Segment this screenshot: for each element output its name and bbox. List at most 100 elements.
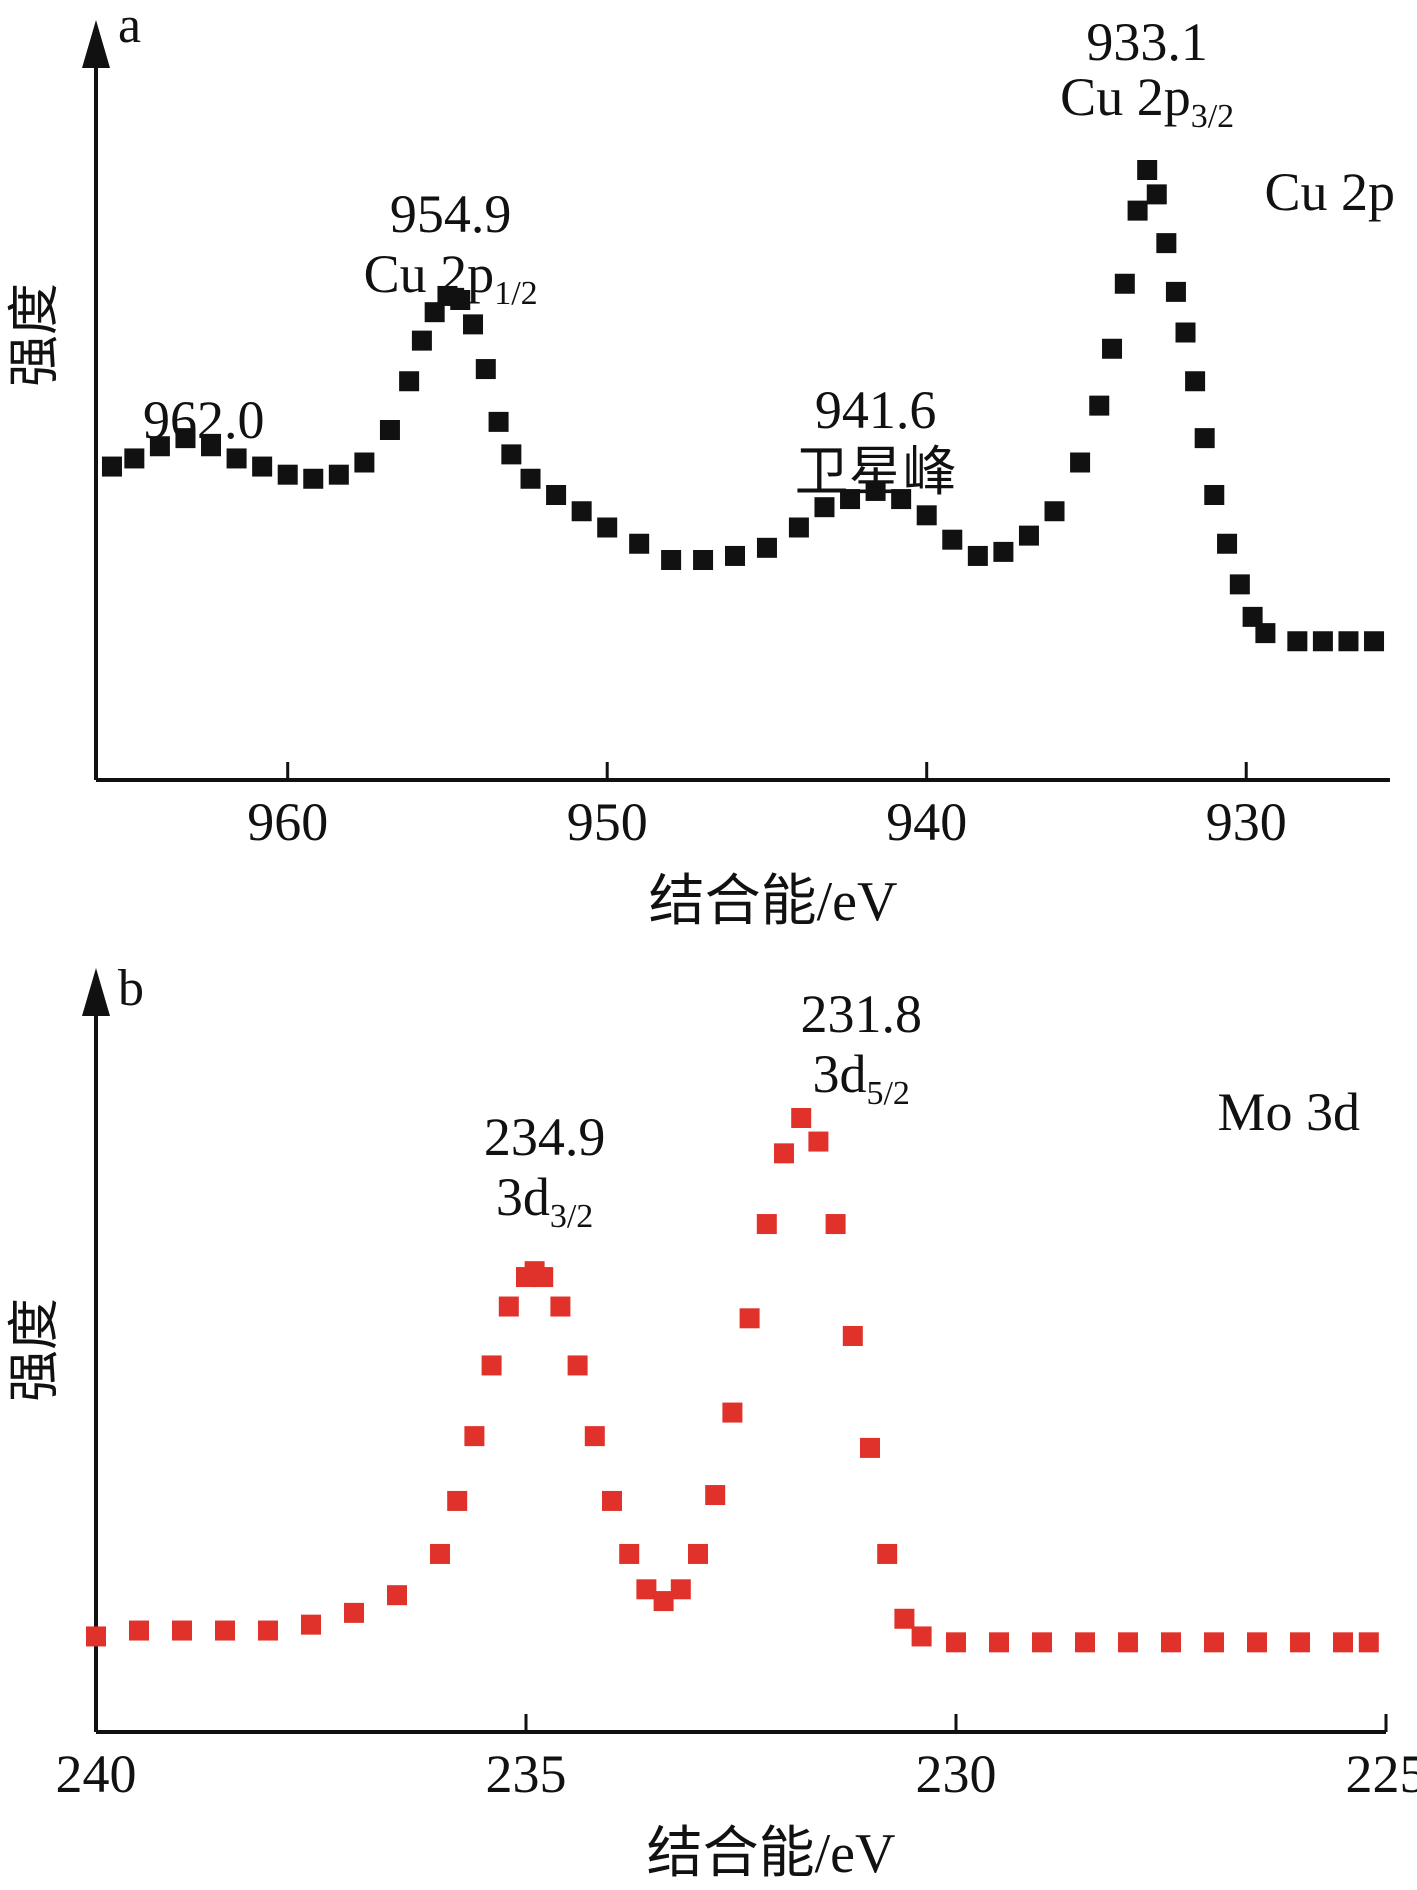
peak-name-label: Cu 2p1/2 <box>364 244 538 312</box>
data-point <box>464 1426 485 1447</box>
y-axis-title: 强度 <box>7 283 64 387</box>
data-point <box>354 452 375 473</box>
panel-letter: b <box>118 960 144 1017</box>
data-point <box>1161 1632 1181 1653</box>
data-point <box>619 1543 640 1564</box>
data-point <box>1229 574 1250 595</box>
data-point <box>705 1485 726 1506</box>
data-point <box>756 1214 777 1235</box>
peak-name-label: 卫星峰 <box>795 442 957 502</box>
x-axis-title: 结合能/eV <box>647 1823 896 1885</box>
data-point <box>1156 233 1177 254</box>
data-point <box>1165 281 1186 302</box>
data-point <box>1287 631 1308 652</box>
peak-value-label: 954.9 <box>390 184 512 244</box>
data-point <box>1127 200 1148 221</box>
data-point <box>301 1614 321 1635</box>
data-point <box>172 1620 192 1641</box>
data-point <box>175 428 196 449</box>
data-point <box>894 1608 915 1629</box>
data-point <box>629 533 650 554</box>
data-point <box>424 302 445 323</box>
data-point <box>86 1626 106 1647</box>
data-point <box>1018 525 1039 546</box>
data-point <box>636 1579 657 1600</box>
data-point <box>101 456 122 477</box>
data-point <box>1137 160 1158 180</box>
data-point <box>1146 184 1167 205</box>
data-point <box>661 550 682 570</box>
panel-a-cu-2p: 960 950 940 930 结合能/eV 强度 a Cu 2p 933.1Cu 2p3/2 9… <box>7 0 1395 933</box>
data-point <box>463 314 484 335</box>
data-point <box>739 1308 760 1329</box>
data-point <box>1204 1632 1224 1653</box>
spectrum-label: Mo 3d <box>1217 1082 1360 1142</box>
data-point <box>1312 631 1333 652</box>
x-tick-label: 240 <box>56 1744 137 1804</box>
data-point <box>501 444 522 465</box>
data-point <box>597 517 618 538</box>
data-point <box>1102 338 1123 359</box>
data-point <box>877 1543 898 1564</box>
data-point <box>791 1108 812 1128</box>
data-point <box>475 359 496 380</box>
data-point <box>653 1591 674 1612</box>
data-point <box>670 1579 691 1600</box>
data-point <box>328 464 349 485</box>
x-tick-label: 235 <box>486 1744 567 1804</box>
data-point <box>1247 1632 1267 1653</box>
data-point <box>387 1585 407 1606</box>
x-tick-label: 960 <box>247 792 328 852</box>
data-point <box>258 1620 278 1641</box>
data-point <box>1358 1632 1379 1653</box>
data-point <box>722 1402 743 1423</box>
x-axis-title: 结合能/eV <box>649 871 898 933</box>
data-point <box>1089 395 1110 416</box>
data-point <box>571 501 592 522</box>
data-point <box>567 1355 588 1376</box>
data-point <box>1338 631 1359 652</box>
data-point <box>911 1626 932 1647</box>
data-point <box>1242 606 1263 627</box>
panel-letter: a <box>118 0 141 54</box>
peak-name-label: Cu 2p3/2 <box>1060 67 1234 135</box>
x-tick-label: 930 <box>1206 792 1287 852</box>
data-point <box>252 456 273 477</box>
peak-name-label: 3d5/2 <box>812 1044 909 1112</box>
data-point <box>1114 273 1135 294</box>
data-point <box>1075 1632 1095 1653</box>
data-point <box>840 489 861 510</box>
peak-value-label: 962.0 <box>143 390 265 450</box>
data-point <box>1185 371 1206 392</box>
data-point <box>498 1296 519 1317</box>
data-point <box>201 436 222 457</box>
data-point <box>1204 485 1225 505</box>
data-point <box>756 537 777 558</box>
peak-value-label: 231.8 <box>800 984 922 1044</box>
data-point <box>860 1437 880 1458</box>
data-point <box>993 541 1014 562</box>
data-point <box>215 1620 235 1641</box>
peak-value-label: 234.9 <box>484 1107 606 1167</box>
data-point <box>1255 623 1276 644</box>
data-point <box>774 1143 794 1164</box>
data-point <box>808 1131 829 1152</box>
x-tick-label: 950 <box>567 792 648 852</box>
data-point <box>967 545 988 566</box>
data-point <box>399 371 420 392</box>
data-point <box>989 1632 1009 1653</box>
peak-name-label: 3d3/2 <box>496 1167 593 1235</box>
data-point <box>1333 1632 1353 1653</box>
data-point <box>1118 1632 1138 1653</box>
y-axis-arrow-icon <box>82 968 110 1016</box>
data-point <box>814 497 835 518</box>
data-point <box>1364 631 1385 652</box>
data-point <box>533 1267 554 1288</box>
x-tick-label: 225 <box>1346 1744 1417 1804</box>
data-point <box>149 436 170 457</box>
data-point <box>520 468 541 489</box>
data-point <box>602 1490 622 1511</box>
data-point <box>725 545 746 566</box>
